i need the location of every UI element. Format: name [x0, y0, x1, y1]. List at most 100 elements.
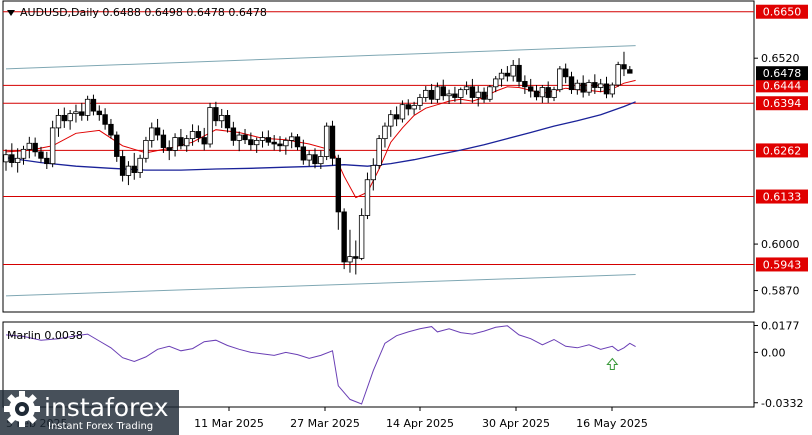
- candle-body: [172, 137, 178, 151]
- candle: [609, 82, 616, 98]
- candle: [9, 143, 15, 168]
- candle-body: [568, 76, 575, 91]
- candle-body: [440, 86, 446, 97]
- candle: [149, 122, 155, 148]
- candle-body: [96, 110, 102, 116]
- candle: [446, 89, 452, 104]
- candle: [358, 208, 365, 261]
- candle: [55, 108, 62, 137]
- ma-fast-line: [5, 79, 636, 199]
- candle: [265, 130, 272, 146]
- candle-body: [125, 165, 132, 176]
- candle-body: [627, 69, 633, 74]
- candle-body: [475, 91, 481, 98]
- candle: [288, 132, 295, 149]
- instaforex-logo: instaforex Instant Forex Trading: [0, 390, 179, 435]
- candle-body: [423, 89, 429, 98]
- candle-body: [364, 179, 371, 216]
- candle: [38, 146, 44, 163]
- oscillator-tick-label: 0.00: [761, 346, 786, 359]
- candle-body: [562, 68, 569, 78]
- candle-body: [417, 97, 423, 106]
- candle: [125, 161, 132, 186]
- candle: [335, 154, 342, 230]
- candle: [184, 135, 190, 152]
- candle-body: [61, 114, 67, 122]
- candle-body: [143, 140, 149, 159]
- level-label: 0.6444: [763, 79, 802, 92]
- candle: [277, 136, 283, 152]
- candle-body: [230, 127, 237, 141]
- level-label-bg: [756, 143, 808, 158]
- collapse-triangle-icon[interactable]: [7, 10, 15, 16]
- candle: [160, 129, 167, 153]
- candle-body: [178, 137, 184, 147]
- candle: [44, 151, 50, 170]
- candle: [528, 78, 534, 98]
- candle: [545, 81, 551, 103]
- candle: [376, 135, 382, 170]
- candle-body: [102, 114, 108, 125]
- candle: [90, 94, 97, 116]
- time-axis-label: 27 Mar 2025: [290, 417, 360, 430]
- candle: [452, 86, 458, 102]
- candle-body: [154, 127, 161, 136]
- candle: [166, 140, 172, 161]
- candle: [236, 131, 242, 152]
- candle-body: [592, 82, 598, 88]
- candle: [504, 66, 511, 82]
- candle: [440, 79, 446, 101]
- candle: [522, 75, 528, 94]
- candle: [61, 107, 67, 128]
- candle-body: [288, 136, 295, 141]
- candle: [475, 86, 481, 107]
- price-axis-ticks: 0.6520 0.6000 0.5870 0.6478: [754, 52, 808, 298]
- candle-body: [184, 138, 190, 147]
- candle: [405, 99, 411, 116]
- candle-body: [323, 125, 330, 157]
- gear-icon: [4, 391, 40, 427]
- candle-body: [160, 134, 167, 148]
- candle-body: [119, 156, 126, 176]
- candle: [557, 66, 563, 93]
- candle-body: [516, 64, 522, 82]
- candle: [574, 79, 581, 95]
- candle-body: [90, 98, 97, 112]
- candle: [568, 71, 575, 94]
- candle-body: [253, 140, 260, 146]
- candle-body: [347, 256, 353, 263]
- candle: [213, 101, 219, 127]
- candle-body: [219, 114, 225, 122]
- time-axis-label: 16 May 2025: [576, 417, 648, 430]
- candle-body: [434, 86, 441, 100]
- candle-body: [9, 154, 15, 163]
- candle-body: [580, 82, 586, 93]
- candle-body: [277, 143, 283, 147]
- candle: [131, 152, 137, 180]
- candle-body: [195, 131, 202, 138]
- candle: [562, 63, 569, 84]
- candle-body: [213, 107, 219, 122]
- candle: [248, 132, 254, 151]
- candle-body: [248, 139, 254, 146]
- candle-body: [79, 111, 85, 116]
- candle: [393, 106, 400, 127]
- candle: [615, 61, 621, 87]
- candle-body: [358, 215, 365, 259]
- candle-body: [452, 93, 458, 98]
- candle: [481, 87, 487, 103]
- candle-body: [49, 127, 56, 165]
- candle: [114, 131, 120, 162]
- candle-body: [481, 91, 487, 100]
- candle-body: [341, 211, 347, 263]
- candle: [195, 125, 202, 143]
- logo-tagline: Instant Forex Trading: [48, 421, 153, 432]
- time-axis-label: 11 Mar 2025: [194, 417, 264, 430]
- candle: [172, 133, 178, 157]
- candle: [219, 108, 225, 128]
- candle-body: [510, 64, 516, 77]
- candle-body: [259, 137, 266, 141]
- candle: [253, 137, 260, 153]
- candle: [32, 137, 38, 157]
- candle-body: [545, 87, 551, 98]
